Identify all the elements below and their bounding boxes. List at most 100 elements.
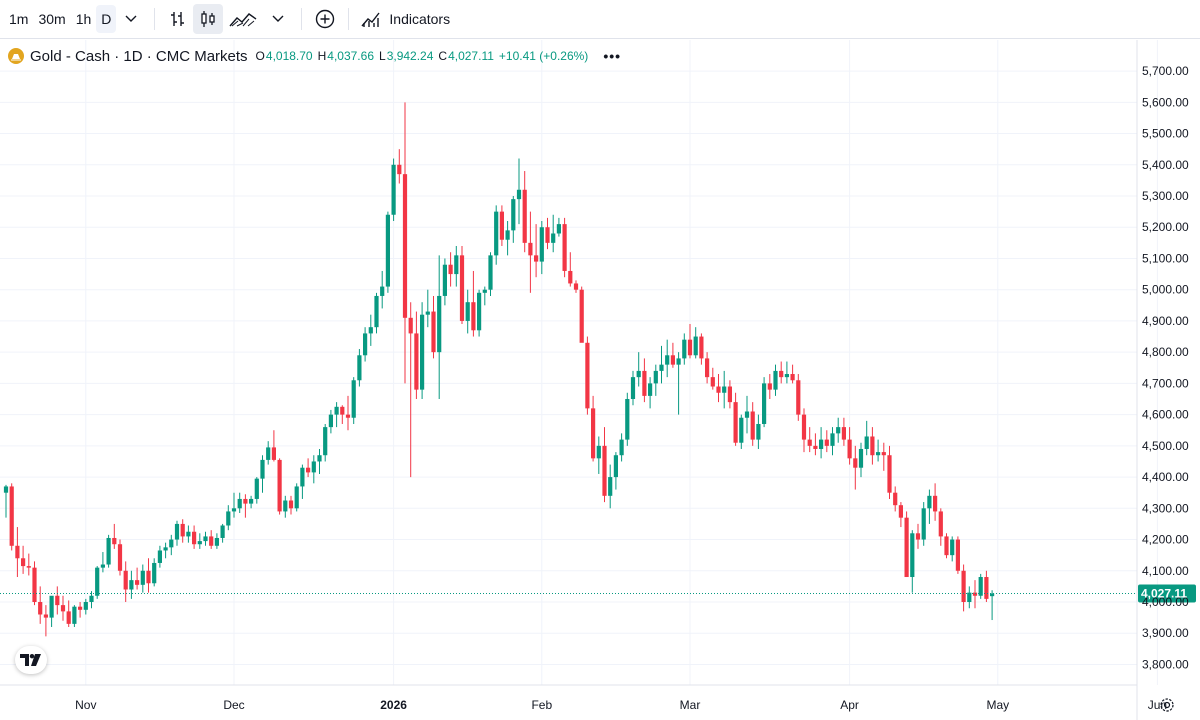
more-options-icon[interactable]: •••	[603, 48, 622, 64]
candle-body	[596, 445, 601, 459]
candle-body	[431, 311, 436, 353]
candle-body	[317, 455, 322, 462]
candle-body	[294, 486, 299, 509]
interval-1m-button[interactable]: 1m	[9, 11, 29, 27]
candle-body	[961, 570, 966, 602]
area-chart-type-icon[interactable]	[223, 4, 263, 34]
candle-body	[351, 380, 356, 418]
candle-body	[727, 386, 732, 403]
time-axis[interactable]: NovDec2026FebMarAprMayJunJul	[75, 698, 1200, 712]
chart-type-dropdown-chevron-icon[interactable]	[263, 4, 293, 34]
candle-body	[3, 486, 9, 493]
candle-body	[705, 358, 710, 378]
candle-body	[15, 545, 20, 559]
candle-body	[192, 531, 197, 545]
candle-body	[568, 270, 573, 284]
candle-body	[482, 289, 487, 293]
price-tick-label: 4,900.00	[1142, 314, 1189, 328]
candle-body	[43, 614, 48, 618]
interval-1h-button[interactable]: 1h	[75, 11, 92, 27]
indicators-button[interactable]: Indicators	[357, 10, 454, 28]
tradingview-logo-icon[interactable]	[15, 646, 47, 674]
candle-body	[380, 286, 385, 296]
time-tick-label: Mar	[680, 698, 701, 712]
symbol-legend: Gold - Cash · 1D · CMC Markets O 4,018.70…	[8, 46, 621, 66]
candle-body	[123, 570, 128, 590]
candle-body	[676, 358, 681, 365]
candle-body	[334, 406, 339, 415]
candle-body	[944, 536, 949, 556]
candle-body	[819, 439, 824, 449]
interval-d-button[interactable]: D	[96, 5, 117, 33]
symbol-title[interactable]: Gold - Cash · 1D · CMC Markets	[30, 47, 248, 65]
open-value: 4,018.70	[265, 49, 313, 63]
candle-body	[237, 498, 242, 509]
candle-body	[893, 492, 898, 506]
candle-body	[402, 174, 408, 318]
candle-body	[135, 580, 140, 585]
candle-body	[756, 423, 761, 440]
candle-body	[157, 550, 162, 563]
candle-body	[459, 255, 465, 321]
candle-body	[653, 370, 658, 384]
price-tick-label: 4,300.00	[1142, 501, 1189, 515]
candle-body	[910, 533, 915, 578]
price-axis[interactable]: 3,800.00 3,900.00 4,000.00 4,100.00 4,200.00…	[1142, 64, 1189, 671]
time-tick-label: May	[986, 698, 1009, 712]
candle-body	[89, 595, 94, 602]
candle-body	[830, 433, 835, 446]
candle-body	[813, 445, 818, 449]
candle-body	[545, 227, 550, 243]
bar-chart-type-icon[interactable]	[163, 4, 193, 34]
candle-body	[579, 289, 584, 343]
candle-body	[659, 364, 664, 371]
interval-dropdown-chevron-icon[interactable]	[116, 4, 146, 34]
candle-body	[345, 414, 351, 418]
candle-body	[881, 452, 886, 456]
candle-body	[288, 500, 294, 509]
candle-body	[915, 533, 921, 540]
candle-body	[955, 539, 960, 571]
candle-body	[368, 327, 373, 334]
interval-30m-button[interactable]: 30m	[38, 11, 66, 27]
candle-body	[300, 467, 305, 487]
candle-body	[898, 505, 903, 518]
candle-body	[186, 531, 191, 537]
candle-body	[505, 230, 510, 240]
candle-body	[78, 606, 83, 610]
candle-body	[693, 336, 698, 356]
price-tick-label: 5,700.00	[1142, 64, 1189, 78]
candle-body	[306, 467, 311, 473]
high-label: H	[317, 49, 327, 63]
candle-body	[66, 611, 71, 624]
candle-body	[385, 214, 390, 287]
settings-gear-icon[interactable]	[1159, 697, 1175, 713]
compare-add-symbol-icon[interactable]	[310, 4, 340, 34]
candle-body	[591, 408, 596, 459]
candlestick-series	[3, 102, 995, 637]
last-price-badge-label: 4,027.11	[1141, 587, 1187, 601]
price-tick-label: 5,600.00	[1142, 95, 1189, 109]
candle-body	[163, 547, 168, 551]
candle-body	[60, 605, 66, 612]
candles-chart-type-icon[interactable]	[193, 4, 224, 34]
candle-body	[209, 536, 214, 546]
time-tick-label: Feb	[531, 698, 552, 712]
time-tick-label: Dec	[223, 698, 244, 712]
candle-body	[271, 447, 276, 460]
candle-body	[408, 317, 413, 334]
close-label: C	[438, 49, 448, 63]
candle-body	[140, 570, 145, 585]
price-tick-label: 4,500.00	[1142, 439, 1189, 453]
candle-body	[197, 541, 202, 545]
time-tick-label: Nov	[75, 698, 96, 712]
candle-body	[117, 544, 123, 571]
candle-body	[630, 377, 636, 400]
candle-body	[49, 595, 54, 618]
low-label: L	[379, 49, 386, 63]
price-tick-label: 5,400.00	[1142, 158, 1189, 172]
candle-body	[950, 539, 955, 556]
candle-body	[841, 427, 846, 440]
toolbar-divider	[301, 8, 303, 30]
